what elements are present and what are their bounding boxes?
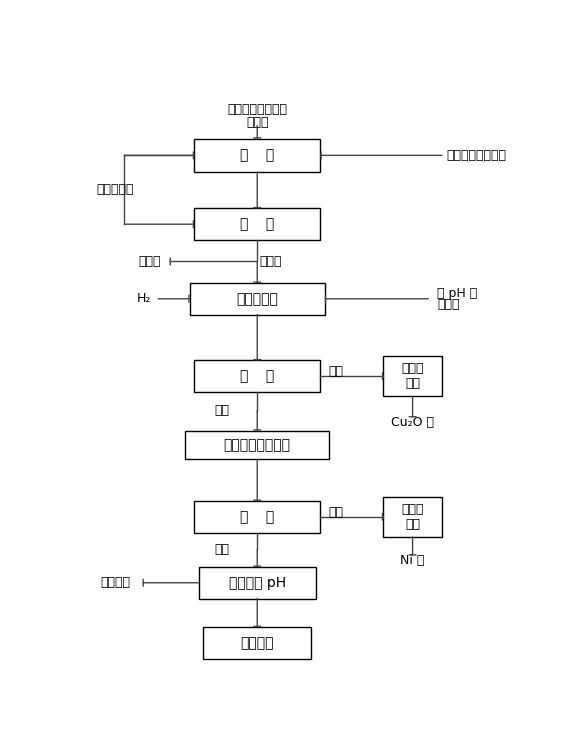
Bar <box>383 497 442 537</box>
Text: 过    滤: 过 滤 <box>240 218 274 231</box>
Text: 清洗、
干燥: 清洗、 干燥 <box>401 362 424 390</box>
Text: 清洗、
干燥: 清洗、 干燥 <box>401 503 424 530</box>
Text: H₂: H₂ <box>137 292 152 305</box>
Bar <box>194 361 320 392</box>
Text: 残渣固化: 残渣固化 <box>241 636 274 650</box>
Text: 废水排放: 废水排放 <box>101 576 130 589</box>
Text: 溶液: 溶液 <box>214 543 229 556</box>
Text: 蒸氨、回流: 蒸氨、回流 <box>96 183 134 196</box>
Text: 浸出剂、抑制剂等: 浸出剂、抑制剂等 <box>446 149 507 162</box>
Text: 过    滤: 过 滤 <box>240 370 274 383</box>
Text: 加石灰调 pH: 加石灰调 pH <box>229 576 286 590</box>
Bar <box>189 283 325 314</box>
Text: 添加剂: 添加剂 <box>437 298 460 311</box>
Text: 加压氢还原: 加压氢还原 <box>236 292 278 305</box>
Text: 浸出渣: 浸出渣 <box>138 255 160 268</box>
Bar <box>185 431 329 460</box>
Text: 预处理: 预处理 <box>246 116 268 129</box>
Text: 浸出液: 浸出液 <box>260 255 282 268</box>
Text: 含铜、镍电镀污泥: 含铜、镍电镀污泥 <box>227 103 287 116</box>
Bar <box>194 501 320 533</box>
Bar <box>199 567 316 598</box>
Text: Ni 粉: Ni 粉 <box>400 554 425 568</box>
Text: 溶液: 溶液 <box>214 404 229 417</box>
Text: 浸    出: 浸 出 <box>240 148 274 162</box>
Bar <box>194 139 320 172</box>
Text: 过    滤: 过 滤 <box>240 510 274 524</box>
Bar <box>203 627 311 659</box>
Text: Cu₂O 粉: Cu₂O 粉 <box>391 416 434 428</box>
Text: 固体: 固体 <box>328 506 343 519</box>
Bar <box>383 356 442 396</box>
Bar <box>194 209 320 240</box>
Text: 第二次加压氢还原: 第二次加压氢还原 <box>224 438 290 452</box>
Text: 固体: 固体 <box>328 365 343 378</box>
Text: 调 pH 值: 调 pH 值 <box>437 287 478 299</box>
